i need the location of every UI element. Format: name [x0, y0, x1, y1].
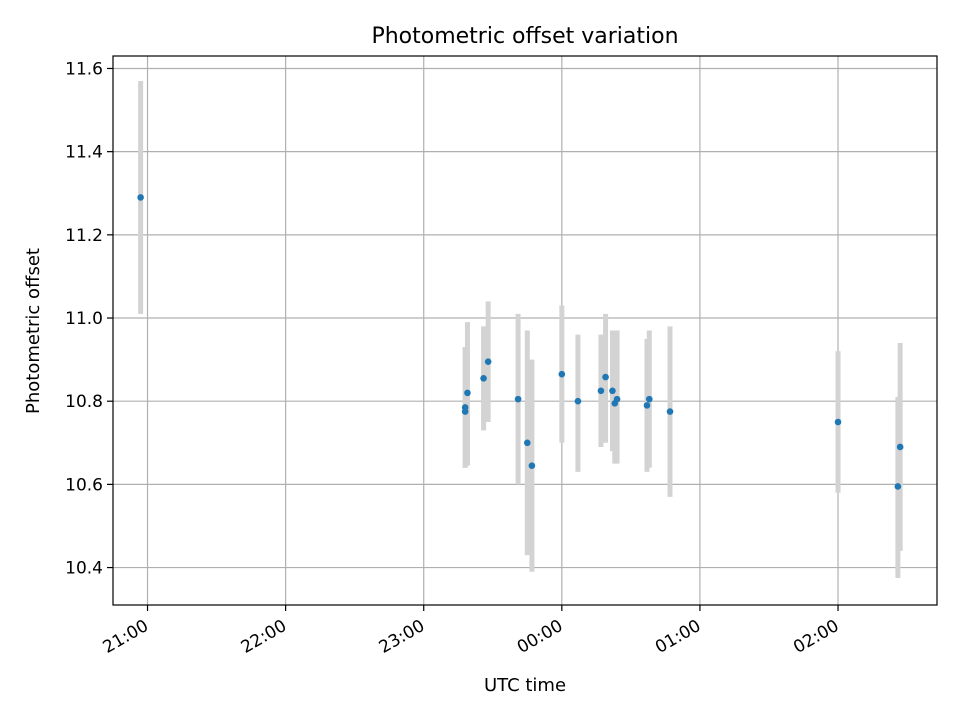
- data-points: [137, 194, 904, 490]
- x-tick-label: 23:00: [376, 616, 428, 658]
- x-tick-label: 02:00: [790, 616, 842, 658]
- y-tick-label: 11.4: [65, 143, 103, 163]
- y-tick-label: 11.6: [65, 59, 103, 79]
- y-tick-label: 10.8: [65, 392, 103, 412]
- data-point: [894, 483, 902, 490]
- x-tick-label: 01:00: [652, 616, 704, 658]
- plot-frame: [112, 55, 938, 606]
- error-bars: [138, 80, 903, 578]
- data-point: [461, 404, 469, 411]
- data-point: [645, 395, 653, 403]
- data-point: [137, 194, 144, 201]
- chart-title: Photometric offset variation: [371, 24, 678, 49]
- y-axis-label: Photometric offset: [23, 248, 44, 414]
- data-point: [528, 462, 536, 469]
- data-point: [896, 443, 904, 451]
- x-tick-label: 21:00: [100, 616, 152, 658]
- data-point: [613, 395, 621, 403]
- x-axis-label: UTC time: [484, 675, 566, 696]
- data-point: [480, 375, 487, 382]
- y-tick-label: 11.0: [65, 309, 103, 329]
- x-axis-ticks: 21:00 22:00 23:00 00:00 01:00 02:00: [100, 605, 843, 658]
- y-tick-label: 11.2: [65, 226, 103, 246]
- data-point: [574, 397, 582, 405]
- data-point: [602, 373, 609, 381]
- y-axis-ticks: 10.4 10.6 10.8 11.0 11.2 11.4 11.6: [65, 59, 113, 579]
- grid-lines: [113, 56, 937, 605]
- data-point: [558, 370, 566, 378]
- data-point: [643, 402, 651, 409]
- data-point: [666, 408, 674, 415]
- data-point: [609, 387, 616, 395]
- y-tick-label: 10.6: [65, 475, 103, 495]
- x-tick-label: 00:00: [514, 616, 566, 658]
- data-point: [514, 395, 522, 403]
- data-point: [834, 418, 842, 426]
- data-point: [464, 389, 471, 397]
- data-point: [524, 439, 531, 447]
- data-point: [484, 358, 492, 365]
- data-point: [597, 387, 605, 395]
- x-tick-label: 22:00: [238, 616, 290, 658]
- y-tick-label: 10.4: [65, 559, 103, 579]
